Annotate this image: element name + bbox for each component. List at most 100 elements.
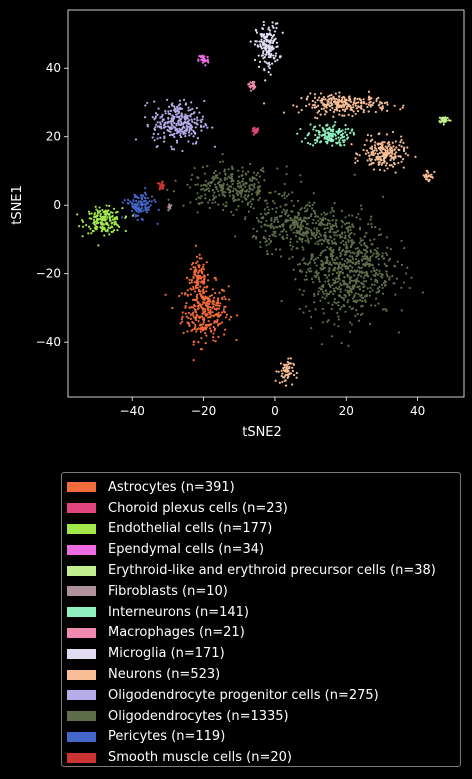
- data-point: [219, 313, 222, 316]
- data-point: [186, 117, 189, 120]
- data-point: [361, 282, 364, 285]
- data-point: [267, 242, 271, 245]
- data-point: [194, 326, 197, 329]
- data-point: [357, 262, 360, 265]
- data-point: [338, 233, 342, 237]
- data-point: [211, 126, 214, 129]
- data-point: [284, 211, 287, 215]
- data-point: [255, 178, 258, 181]
- data-point: [118, 225, 121, 229]
- data-point: [247, 202, 250, 205]
- data-point: [320, 343, 323, 346]
- data-point: [322, 312, 325, 315]
- data-point: [332, 224, 336, 227]
- data-point: [153, 139, 156, 142]
- data-point: [317, 131, 321, 134]
- data-point: [271, 199, 275, 203]
- data-point: [168, 205, 171, 208]
- data-point: [260, 225, 263, 228]
- data-point: [175, 122, 178, 125]
- data-point: [279, 225, 282, 228]
- data-point: [157, 107, 160, 110]
- data-point: [334, 121, 337, 124]
- data-point: [188, 306, 191, 309]
- data-point: [190, 281, 193, 284]
- data-point: [339, 251, 342, 255]
- data-point: [281, 194, 284, 198]
- data-point: [378, 152, 381, 155]
- data-point: [336, 229, 340, 232]
- data-point: [244, 193, 247, 197]
- data-point: [347, 234, 350, 237]
- data-point: [203, 274, 206, 277]
- data-point: [218, 291, 221, 294]
- data-point: [372, 266, 375, 270]
- data-point: [131, 214, 135, 217]
- legend-item: Smooth muscle cells (n=20): [62, 747, 460, 768]
- data-point: [201, 115, 204, 118]
- data-point: [311, 106, 314, 109]
- data-point: [237, 190, 240, 193]
- legend-item: Interneurons (n=141): [62, 602, 460, 623]
- data-point: [379, 106, 382, 109]
- data-point: [328, 261, 332, 264]
- data-point: [357, 253, 360, 257]
- data-point: [247, 210, 251, 213]
- data-point: [291, 255, 294, 259]
- data-point: [87, 232, 90, 235]
- x-axis-label: tSNE2: [242, 425, 282, 440]
- data-point: [103, 219, 106, 222]
- data-point: [245, 198, 248, 201]
- legend-label: Microglia (n=171): [108, 646, 225, 662]
- data-point: [341, 272, 344, 275]
- data-point: [317, 242, 320, 246]
- data-point: [199, 293, 203, 296]
- data-point: [342, 103, 345, 106]
- data-point: [236, 185, 240, 188]
- data-point: [406, 146, 409, 149]
- data-point: [332, 115, 335, 118]
- data-point: [427, 180, 430, 183]
- data-point: [351, 262, 354, 265]
- data-point: [355, 262, 358, 265]
- data-point: [209, 315, 212, 319]
- data-point: [343, 265, 346, 268]
- data-point: [218, 172, 221, 175]
- data-point: [110, 221, 114, 224]
- data-point: [146, 209, 149, 212]
- data-point: [324, 130, 327, 133]
- data-point: [335, 219, 338, 222]
- series-points: [134, 98, 217, 153]
- data-point: [304, 239, 307, 242]
- data-point: [349, 104, 352, 107]
- data-point: [215, 312, 218, 315]
- data-point: [302, 231, 305, 234]
- y-tick-label: 0: [53, 198, 61, 212]
- data-point: [404, 272, 408, 275]
- legend-item: Macrophages (n=21): [62, 623, 460, 644]
- data-point: [308, 309, 311, 313]
- data-point: [251, 198, 254, 201]
- data-point: [196, 284, 199, 287]
- data-point: [332, 242, 335, 245]
- data-point: [367, 223, 370, 226]
- data-point: [175, 132, 179, 135]
- data-point: [329, 225, 332, 228]
- data-point: [395, 146, 398, 149]
- data-point: [352, 307, 355, 310]
- data-point: [427, 171, 430, 174]
- data-point: [328, 98, 331, 101]
- data-point: [178, 127, 181, 130]
- data-point: [228, 298, 231, 301]
- data-point: [353, 299, 357, 302]
- data-point: [107, 226, 110, 229]
- data-point: [362, 98, 365, 101]
- data-point: [220, 288, 224, 291]
- data-point: [376, 287, 379, 290]
- data-point: [385, 273, 388, 276]
- data-point: [251, 176, 254, 179]
- data-point: [192, 287, 195, 291]
- data-point: [184, 304, 187, 308]
- data-point: [275, 26, 278, 30]
- data-point: [257, 220, 260, 223]
